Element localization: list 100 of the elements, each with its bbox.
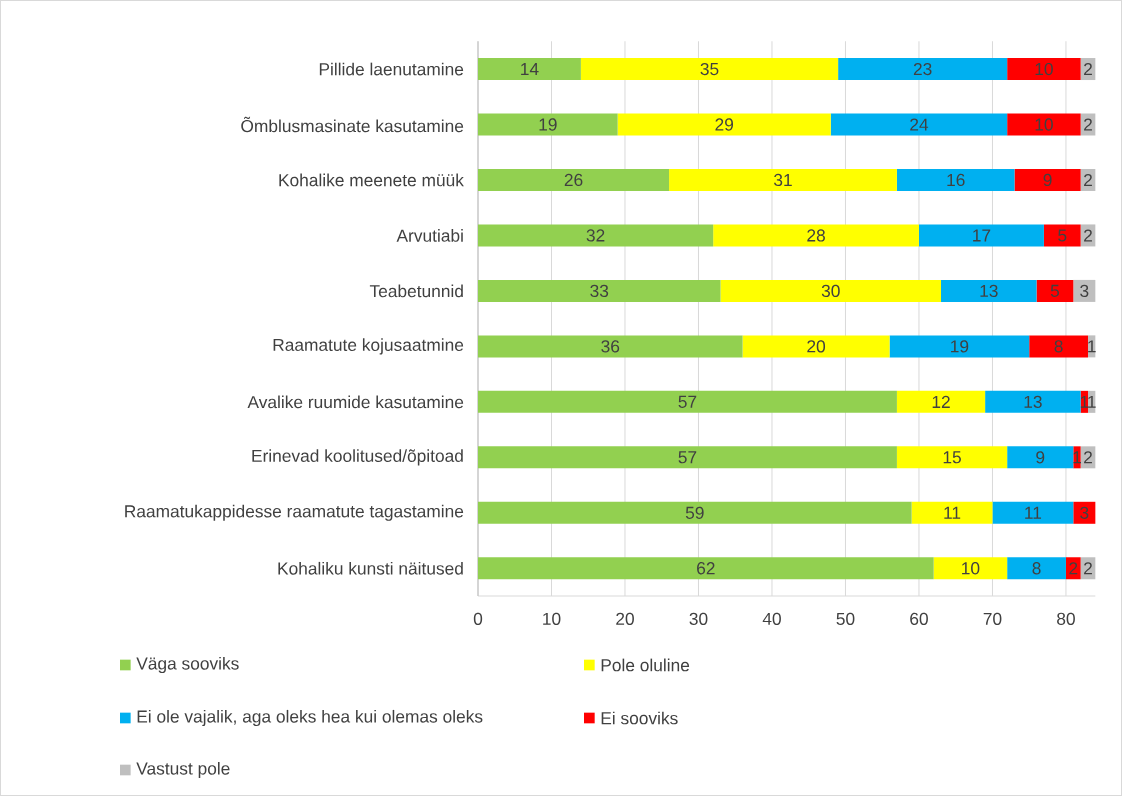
data-label: 2	[1084, 562, 1092, 575]
y-tick-label: Pillide laenutamine	[319, 62, 464, 76]
data-label: 2	[1084, 451, 1092, 464]
bar	[742, 335, 890, 358]
bar	[1007, 446, 1074, 469]
x-tick-label: 10	[543, 612, 561, 625]
data-label: 9	[1036, 451, 1045, 464]
data-label: 13	[1024, 395, 1042, 408]
legend-label: Ei sooviks	[601, 711, 678, 725]
data-label: 26	[564, 173, 583, 187]
x-tick-label: 60	[910, 612, 928, 625]
bar	[1007, 58, 1081, 81]
y-tick-label: Avalike ruumide kasutamine	[247, 395, 464, 409]
data-label: 5	[1050, 284, 1060, 297]
x-tick-label: 40	[762, 612, 781, 625]
data-label: 13	[980, 284, 998, 298]
y-tick-label: Raamatukappidesse raamatute tagastamine	[125, 504, 464, 521]
bar	[985, 390, 1081, 413]
x-tick-label: 70	[983, 612, 1002, 625]
bar	[1073, 501, 1096, 524]
x-tick-label: 50	[836, 612, 855, 625]
bar	[478, 446, 897, 469]
data-label: 62	[697, 562, 715, 575]
data-label: 11	[944, 506, 961, 519]
y-tick-label: Arvutiabi	[396, 229, 463, 242]
bar	[478, 390, 897, 413]
data-label: 24	[910, 118, 929, 131]
data-label: 10	[1035, 62, 1053, 76]
data-label: 29	[715, 118, 734, 131]
data-label: 3	[1080, 506, 1089, 519]
bar	[830, 113, 1008, 136]
bar	[720, 279, 942, 302]
legend-label: Ei ole vajalik, aga oleks hea kui olemas oleks	[137, 709, 483, 727]
legend-label: Väga sooviks	[136, 656, 239, 674]
y-tick-label: Raamatute kojusaatmine	[273, 338, 464, 355]
bar	[1029, 335, 1088, 358]
y-tick-label: Kohalike meenete müük	[279, 173, 464, 187]
bar	[1014, 168, 1081, 191]
bar	[580, 58, 839, 81]
data-label: 31	[774, 173, 792, 187]
data-label: 59	[685, 506, 704, 519]
bar	[941, 279, 1037, 302]
data-label: 28	[807, 229, 825, 242]
data-label: 32	[586, 229, 605, 242]
legend-label: Pole oluline	[601, 658, 690, 672]
data-label: 8	[1054, 340, 1063, 353]
bar	[1007, 557, 1066, 580]
data-label: 5	[1058, 229, 1067, 242]
x-tick-label: 20	[616, 612, 634, 625]
y-tick-label: Teabetunnid	[369, 284, 463, 298]
data-label: 1	[1088, 340, 1096, 353]
data-label: 14	[521, 63, 539, 76]
x-tick-label: 0	[473, 612, 483, 625]
bar	[896, 446, 1008, 469]
bar	[1043, 224, 1081, 247]
data-label: 30	[821, 284, 840, 298]
data-label: 57	[678, 451, 697, 464]
legend-label: Vastust pole	[136, 761, 230, 779]
data-label: 11	[1025, 506, 1042, 519]
data-label: 10	[1035, 118, 1053, 131]
data-label: 2	[1084, 62, 1092, 76]
data-label: 2	[1084, 118, 1092, 131]
data-label: 20	[807, 340, 826, 353]
y-tick-label: Kohaliku kunsti näitused	[278, 561, 463, 575]
bar	[933, 557, 1008, 580]
data-label: 10	[962, 562, 980, 575]
data-label: 2	[1084, 173, 1092, 187]
data-label: 57	[678, 395, 697, 408]
x-tick-label: 80	[1057, 612, 1075, 625]
data-label: 1	[1088, 395, 1096, 408]
bar	[478, 501, 912, 524]
bar	[918, 224, 1044, 247]
data-label: 17	[973, 229, 991, 242]
bar	[1036, 279, 1074, 302]
bar	[838, 58, 1008, 81]
data-label: 3	[1080, 284, 1089, 298]
data-label: 35	[700, 62, 719, 76]
data-label: 36	[601, 340, 620, 353]
data-label: 15	[943, 451, 961, 464]
bar	[1073, 279, 1096, 302]
bar	[889, 335, 1030, 358]
bar	[478, 58, 581, 81]
bar	[1065, 557, 1081, 580]
bar	[478, 279, 721, 302]
bar	[478, 557, 934, 580]
x-tick-label: 30	[689, 612, 708, 625]
bar	[896, 168, 1015, 191]
bar	[478, 224, 714, 247]
data-label: 33	[590, 284, 609, 298]
bar	[617, 113, 831, 136]
data-label: 23	[913, 62, 932, 76]
bar	[478, 335, 743, 358]
data-label: 9	[1043, 173, 1052, 187]
bar	[478, 113, 618, 136]
bar	[1007, 113, 1081, 136]
bar	[896, 390, 986, 413]
y-tick-label: Erinevad koolitused/õpitoad	[252, 449, 463, 466]
bar	[911, 501, 993, 524]
bar	[992, 501, 1074, 524]
y-tick-label: Õmblusmasinate kasutamine	[241, 116, 464, 133]
